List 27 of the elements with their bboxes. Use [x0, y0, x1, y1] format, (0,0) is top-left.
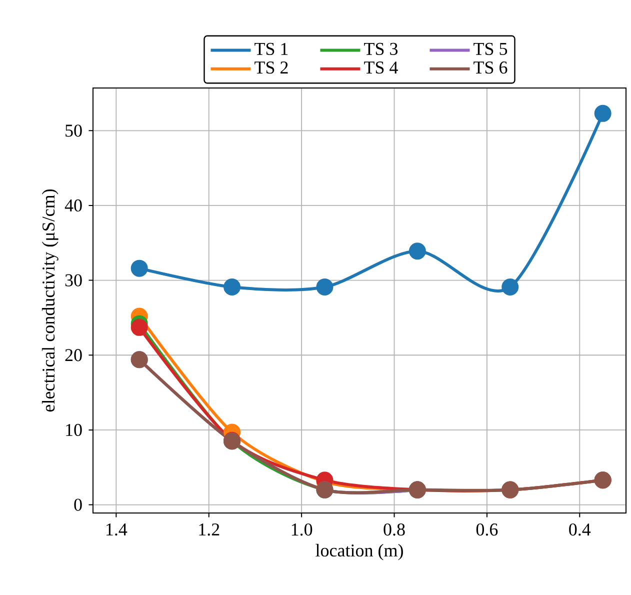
y-tick-label: 50	[66, 124, 82, 137]
y-tick-label: 40	[64, 199, 82, 212]
x-tick-label: 0.6	[476, 523, 498, 536]
x-tick-label: 0.4	[569, 523, 591, 536]
point	[130, 318, 148, 336]
legend-label: TS 3	[364, 42, 398, 55]
y-tick-label: 10	[66, 424, 82, 436]
point	[502, 278, 519, 296]
point	[408, 242, 426, 260]
x-tick-label: 1.0	[292, 523, 312, 536]
point	[224, 278, 241, 296]
x-tick-label: 0.8	[384, 523, 405, 536]
y-axis-title: electrical conductivity (μS/cm)	[42, 189, 58, 412]
point	[130, 260, 148, 277]
point	[316, 278, 334, 296]
legend-label: TS 4	[364, 62, 398, 74]
legend-label: TS 2	[254, 62, 288, 74]
x-tick-label: 1.2	[199, 523, 220, 536]
y-tick-label: 0	[74, 498, 82, 511]
point	[594, 104, 612, 122]
legend-label: TS 6	[474, 62, 508, 74]
legend-label: TS 1	[254, 42, 288, 55]
x-axis-title: location (m)	[316, 544, 403, 560]
legend-label: TS 5	[474, 42, 508, 55]
y-tick-label: 30	[65, 274, 82, 286]
x-tick-label: 1.4	[106, 523, 128, 536]
y-tick-label: 20	[65, 349, 82, 362]
